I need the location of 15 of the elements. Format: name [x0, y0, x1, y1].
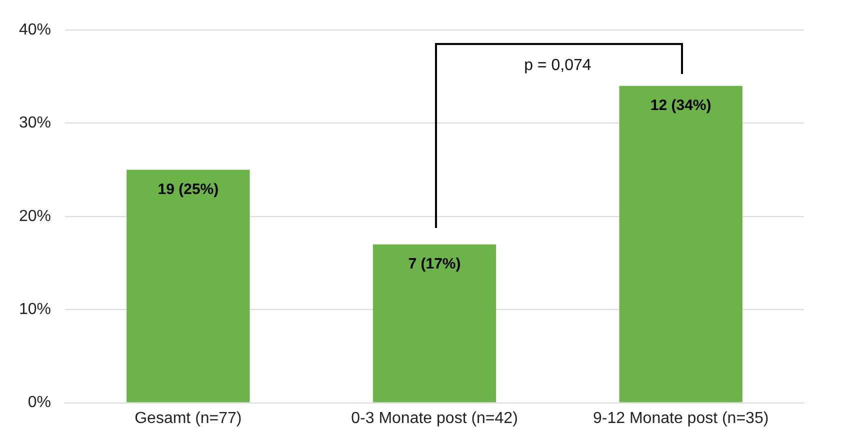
bar	[126, 170, 250, 402]
y-tick-label: 40%	[18, 21, 52, 38]
y-tick-label: 30%	[18, 114, 52, 132]
x-tick-label: Gesamt (n=77)	[134, 410, 242, 427]
bar	[372, 244, 496, 402]
y-tick-label: 0%	[28, 394, 52, 412]
x-tick-label: 0-3 Monate post (n=42)	[351, 410, 518, 427]
y-tick-label: 10%	[18, 301, 52, 318]
data-label: 7 (17%)	[408, 256, 461, 272]
data-label: 12 (34%)	[650, 97, 712, 114]
data-label: 19 (25%)	[158, 180, 219, 198]
y-tick-label: 20%	[18, 208, 52, 225]
x-tick-label: 9-12 Monate post (n=35)	[593, 410, 769, 427]
bar	[619, 86, 742, 402]
annotation: p = 0,074	[524, 57, 592, 75]
